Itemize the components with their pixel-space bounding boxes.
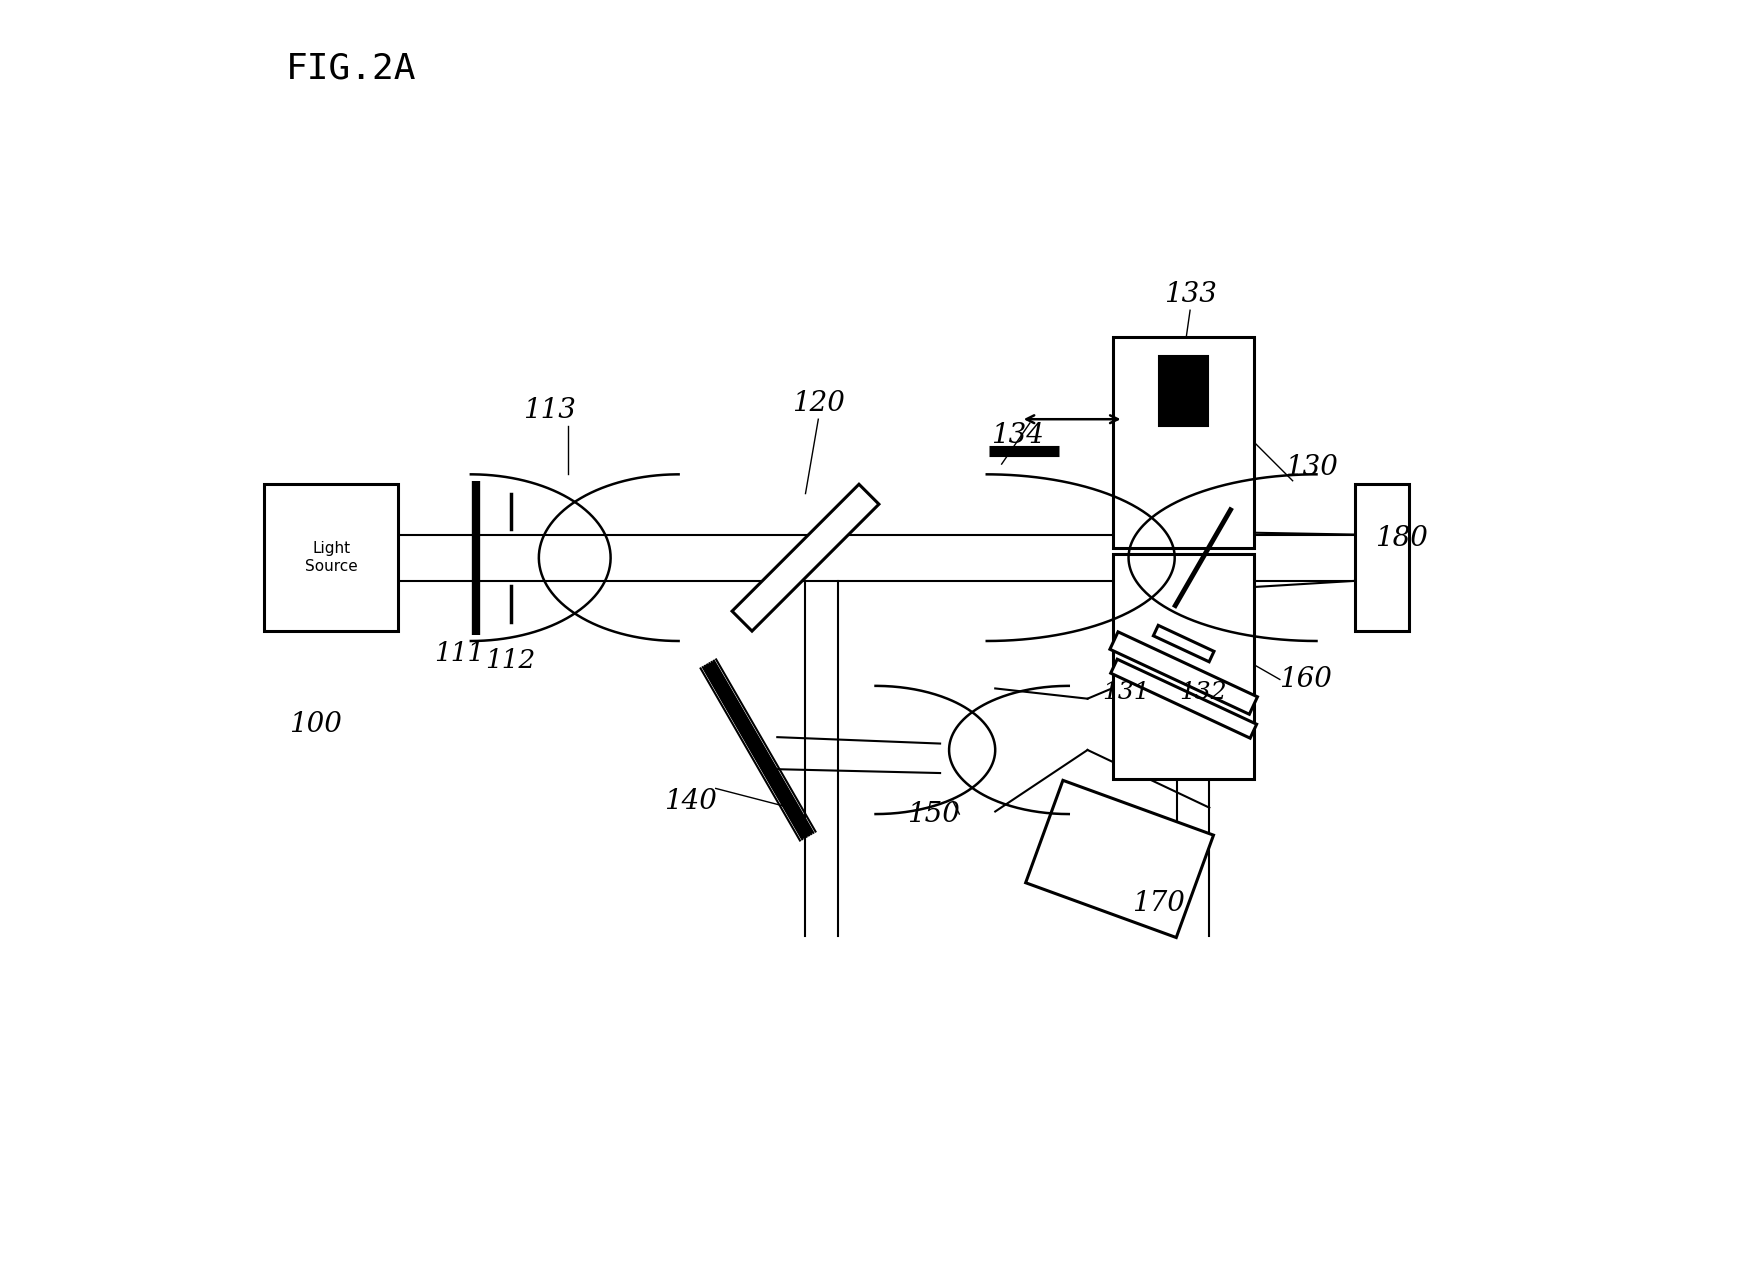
Bar	[265, 485, 398, 632]
Text: FIG.2A: FIG.2A	[286, 51, 417, 86]
Polygon shape	[1025, 781, 1214, 937]
Text: 134: 134	[990, 422, 1044, 450]
Text: 160: 160	[1279, 665, 1332, 694]
Text: 140: 140	[664, 787, 717, 815]
Text: 180: 180	[1375, 524, 1428, 553]
Bar	[1113, 555, 1254, 779]
Text: 133: 133	[1163, 281, 1216, 309]
Polygon shape	[732, 485, 880, 631]
Text: 113: 113	[522, 396, 575, 424]
Text: 131: 131	[1102, 681, 1149, 704]
Text: 150: 150	[908, 800, 960, 828]
Text: 170: 170	[1132, 890, 1184, 918]
Text: Light
Source: Light Source	[305, 541, 357, 574]
Bar	[1356, 485, 1409, 632]
Bar	[1113, 337, 1254, 549]
Text: 120: 120	[792, 390, 844, 418]
Text: 132: 132	[1179, 681, 1226, 704]
Polygon shape	[1111, 632, 1258, 714]
Text: 130: 130	[1286, 454, 1339, 482]
Bar	[1160, 356, 1209, 427]
Text: 100: 100	[289, 710, 342, 738]
Text: 112: 112	[485, 647, 536, 673]
Polygon shape	[1111, 659, 1256, 738]
Polygon shape	[1153, 626, 1214, 662]
Text: 111: 111	[434, 641, 485, 667]
